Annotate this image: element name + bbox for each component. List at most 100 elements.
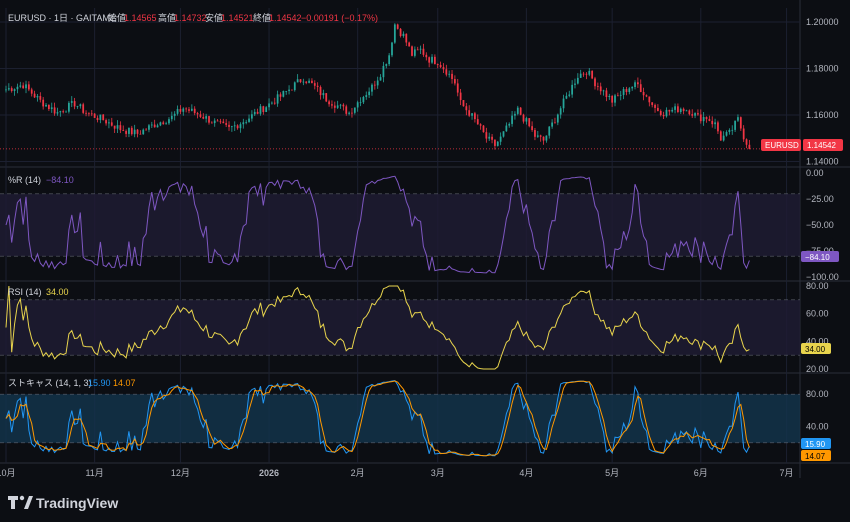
candle-body [431,56,433,63]
candle-body [565,95,568,99]
candle-body [10,88,13,91]
stoch-title: ストキャス (14, 1, 3) [8,378,92,388]
candle-body [411,46,413,56]
candle-body [145,129,147,131]
candle-body [119,125,122,131]
candle-body [668,109,671,112]
candle-body [16,86,19,90]
candle-body [248,118,250,122]
candle-body [368,91,371,96]
candle-body [7,88,10,90]
candle-body [494,139,496,146]
candle-body [331,104,333,106]
x-tick-label: 2026 [259,468,279,478]
candle-body [30,89,33,94]
candle-body [50,107,53,110]
price-y-tick: 1.16000 [806,110,839,120]
candle-body [39,96,42,100]
candle-body [479,124,482,126]
indicator-lines [5,175,750,457]
candle-body [288,89,290,92]
axis-labels: 10月 11月 12月 2026 2月 3月 4月 5月 6月 7月 1.20000 1.18000 1… [0,17,839,478]
candle-body [153,124,156,128]
candle-body [133,129,136,135]
candle-body [142,129,145,135]
candle-body [179,108,182,112]
pane-1-y-tick: −50.00 [806,220,834,230]
candle-body [208,116,210,123]
candle-body [534,130,536,137]
pane-2-y-tick: 20.00 [806,364,829,374]
candle-body [376,80,379,86]
candle-body [651,102,654,105]
band-fill-3 [0,394,800,443]
candle-body [116,125,119,129]
candle-body [742,128,745,140]
candle-body [548,126,551,136]
candle-body [508,123,511,126]
candle-body [122,130,125,131]
stoch-k-value: 15.90 [88,378,111,388]
candle-body [396,24,399,29]
candle-body [188,109,190,111]
low-label: 安値 [205,12,223,23]
wr-tag-bg [801,251,839,262]
candle-body [302,81,305,83]
candle-body [70,101,73,103]
candle-body [748,144,751,149]
candle-body [299,79,302,83]
candle-body [539,135,542,137]
candle-body [165,123,168,125]
candle-body [611,95,614,103]
candle-body [631,86,634,89]
candle-body [697,113,699,115]
price-tag-value: 1.14542 [807,141,836,150]
candle-body [85,112,87,114]
candle-body [639,84,642,93]
candle-body [525,118,528,122]
candle-body [382,65,385,78]
candle-body [659,110,662,115]
candle-body [745,139,748,145]
candle-body [56,112,59,114]
candle-body [531,126,533,131]
candle-body [468,110,471,116]
x-tick-label: 6月 [694,468,708,478]
candle-body [485,132,488,139]
candle-body [737,117,739,121]
candle-body [27,84,30,90]
candle-body [48,104,50,110]
price-header: EURUSD · 1日 · GAITAME 始値 1.14565 高値 1.14… [8,12,378,23]
tradingview-logo-icon [8,496,18,509]
candle-body [608,95,611,98]
candle-body [242,122,245,125]
stoch-k-tag-value: 15.90 [805,440,826,449]
candle-body [719,131,722,141]
candle-body [371,84,373,92]
candle-body [645,95,648,97]
candle-body [416,49,419,51]
rsi-tag: 34.00 [801,343,831,354]
candle-body [502,131,505,137]
x-tick-label: 10月 [0,468,16,478]
candle-body [239,124,242,129]
candle-body [528,118,531,127]
candle-body [311,80,313,84]
candle-body [210,122,213,124]
pane-1-y-tick: −25.00 [806,194,834,204]
candle-body [245,121,248,123]
candle-body [731,129,734,131]
candle-body [554,122,556,124]
candle-body [42,99,45,107]
candle-body [488,136,491,139]
brand-name: TradingView [36,495,118,511]
candle-body [228,124,230,127]
stoch-d-line [5,380,750,457]
candle-body [159,122,162,126]
candle-body [702,117,705,122]
candle-body [5,89,7,91]
band-fill-2 [0,299,800,356]
candle-body [225,123,228,125]
candle-body [562,98,565,109]
candle-body [725,132,728,136]
